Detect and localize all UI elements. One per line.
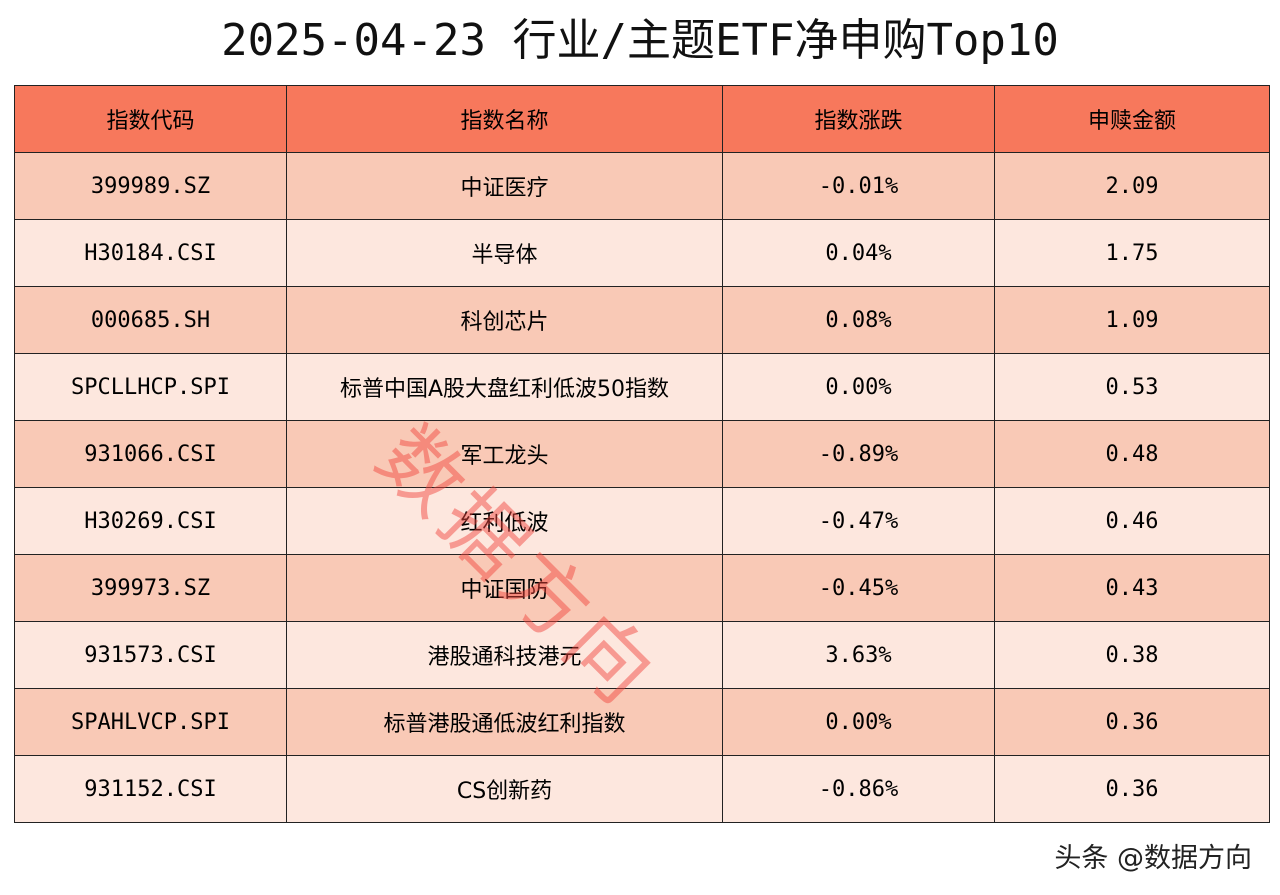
index-change-cell: 0.08% (722, 286, 995, 354)
index-change-cell: 0.04% (722, 219, 995, 287)
index-change-cell: -0.01% (722, 152, 995, 220)
index-code-cell: SPAHLVCP.SPI (14, 688, 287, 756)
flow-amount-cell: 1.75 (994, 219, 1270, 287)
index-name-cell: 科创芯片 (286, 286, 723, 354)
index-code-cell: H30184.CSI (14, 219, 287, 287)
flow-amount-cell: 0.36 (994, 755, 1270, 823)
index-name-cell: 标普中国A股大盘红利低波50指数 (286, 353, 723, 421)
index-code-cell: 931152.CSI (14, 755, 287, 823)
table-row: 000685.SH 科创芯片 0.08% 1.09 (14, 286, 1270, 354)
index-name-cell: 军工龙头 (286, 420, 723, 488)
flow-amount-cell: 0.38 (994, 621, 1270, 689)
flow-amount-cell: 0.48 (994, 420, 1270, 488)
table-row: SPCLLHCP.SPI 标普中国A股大盘红利低波50指数 0.00% 0.53 (14, 353, 1270, 421)
column-header-index-code: 指数代码 (14, 85, 287, 153)
source-credit: 头条 @数据方向 (1054, 843, 1252, 874)
index-change-cell: -0.47% (722, 487, 995, 555)
index-name-cell: 中证医疗 (286, 152, 723, 220)
table-header-row: 指数代码 指数名称 指数涨跌 申赎金额 (14, 85, 1270, 153)
flow-amount-cell: 1.09 (994, 286, 1270, 354)
column-header-index-change: 指数涨跌 (722, 85, 995, 153)
index-code-cell: SPCLLHCP.SPI (14, 353, 287, 421)
column-header-index-name: 指数名称 (286, 85, 723, 153)
etf-table: 指数代码 指数名称 指数涨跌 申赎金额 399989.SZ 中证医疗 -0.01… (14, 85, 1270, 823)
table-row: H30269.CSI 红利低波 -0.47% 0.46 (14, 487, 1270, 555)
table-row: H30184.CSI 半导体 0.04% 1.75 (14, 219, 1270, 287)
index-name-cell: 中证国防 (286, 554, 723, 622)
flow-amount-cell: 0.53 (994, 353, 1270, 421)
index-name-cell: CS创新药 (286, 755, 723, 823)
flow-amount-cell: 0.46 (994, 487, 1270, 555)
index-code-cell: 931066.CSI (14, 420, 287, 488)
table-row: SPAHLVCP.SPI 标普港股通低波红利指数 0.00% 0.36 (14, 688, 1270, 756)
page-title: 2025-04-23 行业/主题ETF净申购Top10 (221, 15, 1059, 66)
index-change-cell: 3.63% (722, 621, 995, 689)
table-row: 399973.SZ 中证国防 -0.45% 0.43 (14, 554, 1270, 622)
index-change-cell: -0.45% (722, 554, 995, 622)
table-row: 399989.SZ 中证医疗 -0.01% 2.09 (14, 152, 1270, 220)
column-header-flow-amount: 申赎金额 (994, 85, 1270, 153)
index-code-cell: 931573.CSI (14, 621, 287, 689)
index-code-cell: H30269.CSI (14, 487, 287, 555)
index-name-cell: 标普港股通低波红利指数 (286, 688, 723, 756)
index-change-cell: 0.00% (722, 688, 995, 756)
index-name-cell: 半导体 (286, 219, 723, 287)
flow-amount-cell: 0.43 (994, 554, 1270, 622)
index-name-cell: 港股通科技港元 (286, 621, 723, 689)
index-code-cell: 000685.SH (14, 286, 287, 354)
index-code-cell: 399973.SZ (14, 554, 287, 622)
table-row: 931066.CSI 军工龙头 -0.89% 0.48 (14, 420, 1270, 488)
table-row: 931152.CSI CS创新药 -0.86% 0.36 (14, 755, 1270, 823)
flow-amount-cell: 2.09 (994, 152, 1270, 220)
index-change-cell: -0.89% (722, 420, 995, 488)
flow-amount-cell: 0.36 (994, 688, 1270, 756)
index-change-cell: -0.86% (722, 755, 995, 823)
index-name-cell: 红利低波 (286, 487, 723, 555)
index-change-cell: 0.00% (722, 353, 995, 421)
table-row: 931573.CSI 港股通科技港元 3.63% 0.38 (14, 621, 1270, 689)
index-code-cell: 399989.SZ (14, 152, 287, 220)
